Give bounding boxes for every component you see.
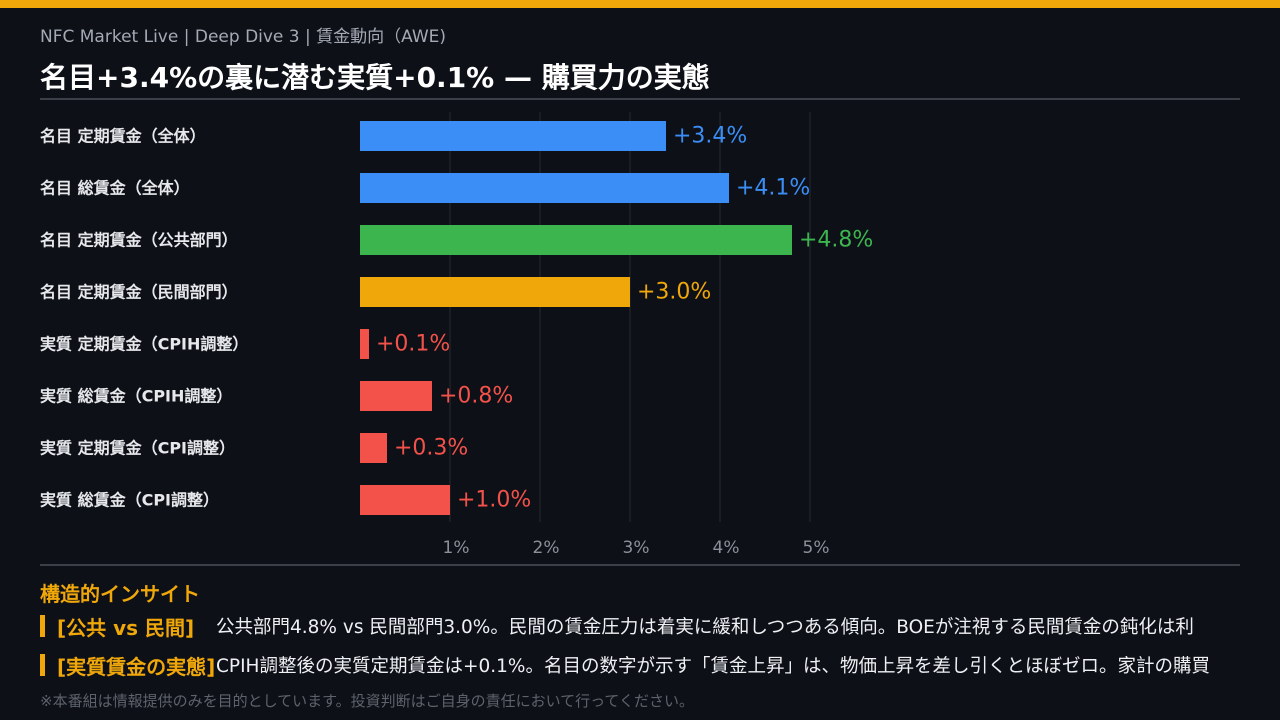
bar [360, 277, 630, 307]
insight-accent-bar [40, 654, 45, 676]
page-title: 名目+3.4%の裏に潜む実質+0.1% — 購買力の実態 [40, 61, 710, 94]
bar [360, 381, 432, 411]
bar [360, 485, 450, 515]
category-label: 実質 定期賃金（CPI調整） [40, 439, 235, 458]
category-label: 実質 総賃金（CPIH調整） [40, 387, 232, 406]
top-accent-bar [0, 0, 1280, 8]
x-tick-label: 3% [623, 538, 650, 558]
insight-text: 公共部門4.8% vs 民間部門3.0%。民間の賃金圧力は着実に緩和しつつある傾… [216, 617, 1194, 638]
insight-item: [実質賃金の実態] CPIH調整後の実質定期賃金は+0.1%。名目の数字が示す「… [40, 651, 1280, 679]
title-divider [40, 98, 1240, 100]
value-label: +0.1% [376, 332, 450, 357]
x-tick-label: 5% [803, 538, 830, 558]
insight-item: [公共 vs 民間] 公共部門4.8% vs 民間部門3.0%。民間の賃金圧力は… [40, 612, 1280, 640]
category-label: 名目 定期賃金（全体） [40, 127, 206, 146]
value-label: +1.0% [457, 488, 531, 513]
value-label: +0.8% [439, 384, 513, 409]
breadcrumb: NFC Market Live | Deep Dive 3 | 賃金動向（AWE… [40, 27, 447, 47]
value-label: +3.4% [673, 124, 747, 149]
insight-heading: 構造的インサイト [40, 582, 200, 606]
x-tick-label: 4% [713, 538, 740, 558]
insight-accent-bar [40, 615, 45, 637]
insight-tag: [実質賃金の実態] [57, 655, 216, 679]
bar [360, 329, 369, 359]
x-tick-label: 1% [443, 538, 470, 558]
disclaimer: ※本番組は情報提供のみを目的としています。投資判断はご自身の責任において行ってく… [40, 692, 694, 710]
value-label: +4.1% [736, 176, 810, 201]
bar [360, 225, 792, 255]
category-label: 名目 定期賃金（公共部門） [40, 231, 238, 250]
wage-bar-chart: 名目 定期賃金（全体） +3.4% 名目 総賃金（全体） +4.1% 名目 定期賃金（公… [40, 112, 873, 558]
bar [360, 173, 729, 203]
value-label: +0.3% [394, 436, 468, 461]
category-label: 実質 総賃金（CPI調整） [40, 491, 219, 510]
x-tick-label: 2% [533, 538, 560, 558]
bar [360, 433, 387, 463]
bar [360, 121, 666, 151]
insight-tag: [公共 vs 民間] [57, 616, 195, 640]
category-label: 実質 定期賃金（CPIH調整） [40, 335, 248, 354]
chart-divider [40, 564, 1240, 566]
category-label: 名目 総賃金（全体） [40, 179, 190, 198]
insight-text: CPIH調整後の実質定期賃金は+0.1%。名目の数字が示す「賃金上昇」は、物価上… [216, 656, 1210, 677]
value-label: +3.0% [637, 280, 711, 305]
category-label: 名目 定期賃金（民間部門） [40, 283, 238, 302]
value-label: +4.8% [799, 228, 873, 253]
